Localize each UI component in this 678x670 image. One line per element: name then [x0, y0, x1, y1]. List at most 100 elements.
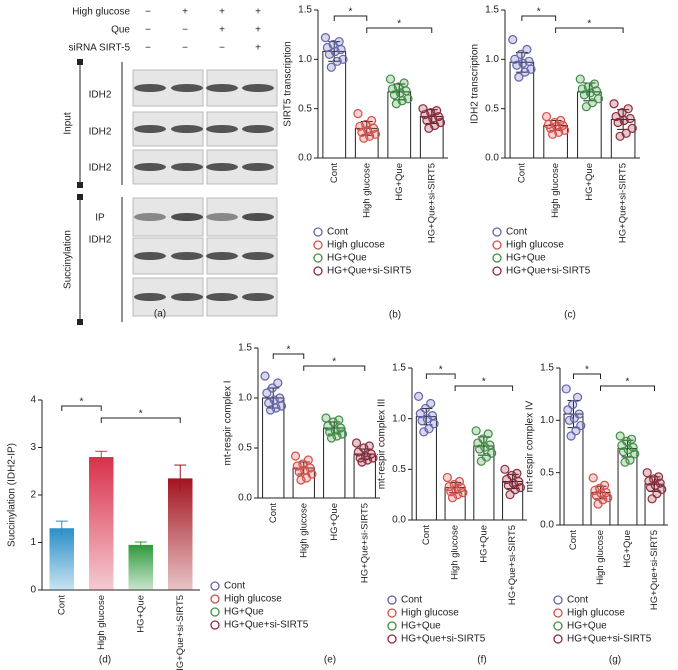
- legend-marker: [210, 581, 220, 591]
- data-point: [581, 102, 591, 112]
- data-point: [515, 482, 525, 493]
- data-point: [593, 499, 603, 509]
- data-point: [326, 433, 337, 443]
- data-point: [359, 133, 369, 143]
- sig-bracket: [555, 27, 624, 33]
- sig-label: *: [626, 377, 630, 388]
- y-tick-label: 0.5: [485, 103, 499, 114]
- data-point: [595, 483, 605, 493]
- x-tick-label: Cont: [268, 503, 279, 523]
- data-point: [503, 480, 513, 491]
- blot-band: [242, 252, 274, 260]
- blot-band: [206, 163, 238, 171]
- data-point: [613, 117, 623, 128]
- sig-bracket: [366, 27, 433, 33]
- data-point: [623, 445, 633, 455]
- legend-label: HG+Que+si-SIRT5: [224, 620, 309, 631]
- condition-sign: −: [145, 7, 151, 18]
- data-point: [321, 413, 331, 423]
- panel-label: (a): [154, 309, 166, 320]
- sig-bracket: [573, 373, 601, 379]
- data-point: [458, 488, 468, 498]
- y-tick-label: 2: [30, 490, 36, 501]
- legend-label: High glucose: [567, 608, 625, 619]
- panel-label: (e): [324, 655, 336, 666]
- blot-band: [171, 163, 203, 171]
- data-point: [508, 34, 518, 45]
- data-point: [422, 115, 432, 126]
- sig-label: *: [585, 365, 589, 376]
- y-tick-label: 0.0: [392, 515, 406, 526]
- data-point: [588, 473, 598, 483]
- data-point: [563, 405, 573, 415]
- data-point: [561, 384, 571, 394]
- data-point: [273, 378, 283, 388]
- y-tick-label: 0.0: [540, 520, 554, 531]
- sig-label: *: [287, 345, 291, 356]
- x-tick-label: HG+Que: [394, 163, 405, 201]
- y-tick-label: 1: [30, 537, 36, 548]
- data-point: [615, 431, 625, 441]
- legend-marker: [210, 594, 220, 604]
- blot-band: [206, 84, 238, 92]
- data-point: [290, 451, 301, 461]
- legend-marker: [387, 608, 397, 618]
- data-point: [645, 482, 656, 492]
- x-tick-label: HG+Que+si-SIRT5: [426, 163, 437, 243]
- y-tick-label: 1.5: [238, 343, 252, 354]
- sig-bracket: [425, 373, 456, 379]
- legend-marker: [387, 595, 397, 605]
- blot-band: [242, 84, 274, 92]
- data-point: [424, 424, 434, 434]
- data-point: [453, 490, 463, 500]
- x-tick-label: HG+Que: [329, 503, 340, 541]
- data-point: [357, 457, 367, 467]
- sig-label: *: [537, 7, 541, 18]
- x-tick-label: HG+Que+si-SIRT5: [175, 595, 186, 670]
- blot-band: [242, 293, 274, 301]
- condition-sign: +: [255, 7, 261, 18]
- sig-label: *: [397, 19, 401, 30]
- data-point: [326, 62, 336, 72]
- legend-marker: [553, 608, 563, 618]
- data-point: [514, 72, 524, 82]
- y-tick-label: 1.0: [485, 54, 499, 65]
- blot-band: [171, 293, 203, 301]
- data-point: [322, 42, 333, 53]
- data-point: [422, 414, 432, 424]
- y-tick-label: 1.0: [238, 393, 252, 404]
- x-tick-label: High glucose: [450, 525, 461, 580]
- legend-marker: [313, 266, 323, 276]
- y-tick-label: 1.0: [298, 54, 312, 65]
- data-point: [442, 472, 452, 483]
- row-label: IDH2: [89, 235, 112, 246]
- x-tick-label: Cont: [56, 595, 67, 615]
- bar: [89, 457, 114, 590]
- data-point: [296, 475, 306, 485]
- sig-label: *: [439, 365, 443, 376]
- data-point: [547, 129, 558, 139]
- data-point: [626, 434, 637, 444]
- data-point: [264, 398, 274, 408]
- legend-label: Cont: [224, 581, 245, 592]
- blot-band: [134, 293, 166, 301]
- y-tick-label: 0.5: [238, 443, 252, 454]
- blot-band: [206, 293, 238, 301]
- data-point: [516, 49, 526, 60]
- blot-band: [206, 213, 238, 221]
- legend-label: HG+Que+si-SIRT5: [327, 266, 412, 277]
- y-tick-label: 3: [30, 442, 36, 453]
- sig-bracket: [100, 417, 181, 423]
- legend-label: Cont: [401, 595, 422, 606]
- blot-band: [171, 125, 203, 133]
- data-point: [566, 431, 576, 441]
- bracket-end: [77, 59, 83, 65]
- sig-bracket: [272, 353, 305, 359]
- condition-sign: +: [219, 7, 225, 18]
- y-tick-label: 0.5: [392, 464, 406, 475]
- data-point: [647, 494, 657, 504]
- bar: [168, 478, 193, 590]
- legend-marker: [387, 621, 397, 631]
- data-point: [320, 33, 331, 43]
- panel-label: (c): [564, 310, 576, 321]
